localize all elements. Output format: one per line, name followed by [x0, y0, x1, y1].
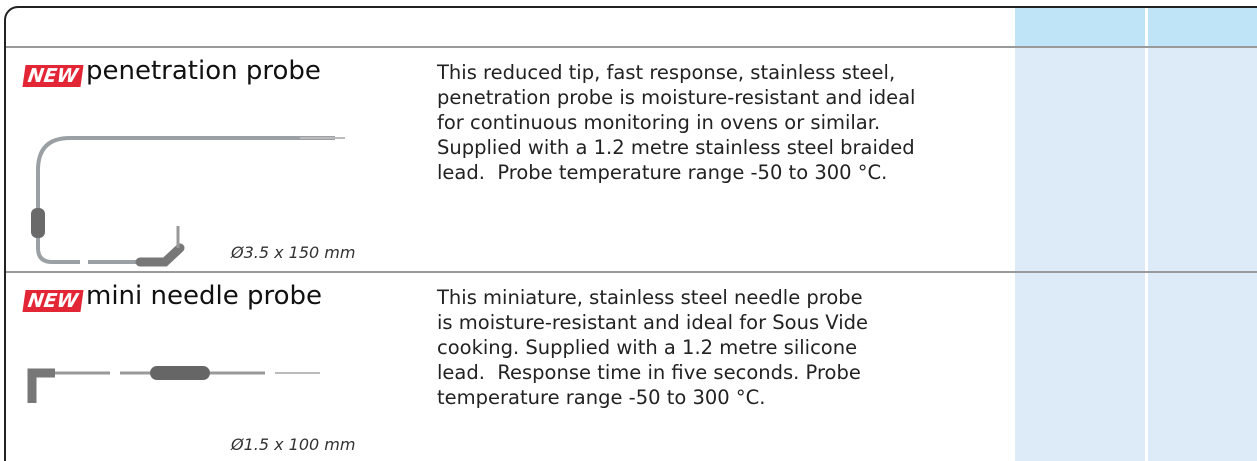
- probe-image: [20, 353, 340, 423]
- description-line: This miniature, stainless steel needle p…: [437, 285, 997, 310]
- product-row: NEW penetration probe Ø3.5 x 150 mm This…: [6, 48, 1006, 270]
- description: This miniature, stainless steel needle p…: [437, 285, 997, 410]
- product-row: NEW mini needle probe Ø1.5 x 100 mm This…: [6, 273, 1006, 461]
- description-line: for continuous monitoring in ovens or si…: [437, 110, 997, 135]
- description-line: lead. Response time in five seconds. Pro…: [437, 360, 997, 385]
- dimension: Ø3.5 x 150 mm: [231, 243, 355, 262]
- product-name: mini needle probe: [86, 281, 322, 311]
- badge: NEW: [22, 65, 83, 87]
- dimension: Ø1.5 x 100 mm: [231, 435, 355, 454]
- product-name: penetration probe: [86, 56, 321, 86]
- description-line: lead. Probe temperature range -50 to 300…: [437, 160, 997, 185]
- description-line: Supplied with a 1.2 metre stainless stee…: [437, 135, 997, 160]
- description-line: is moisture-resistant and ideal for Sous…: [437, 310, 997, 335]
- description-line: cooking. Supplied with a 1.2 metre silic…: [437, 335, 997, 360]
- description-line: temperature range -50 to 300 °C.: [437, 385, 997, 410]
- description-line: penetration probe is moisture-resistant …: [437, 85, 997, 110]
- badge: NEW: [22, 290, 83, 312]
- page: NEW penetration probe Ø3.5 x 150 mm This…: [0, 0, 1257, 461]
- description-line: This reduced tip, fast response, stainle…: [437, 60, 997, 85]
- description: This reduced tip, fast response, stainle…: [437, 60, 997, 185]
